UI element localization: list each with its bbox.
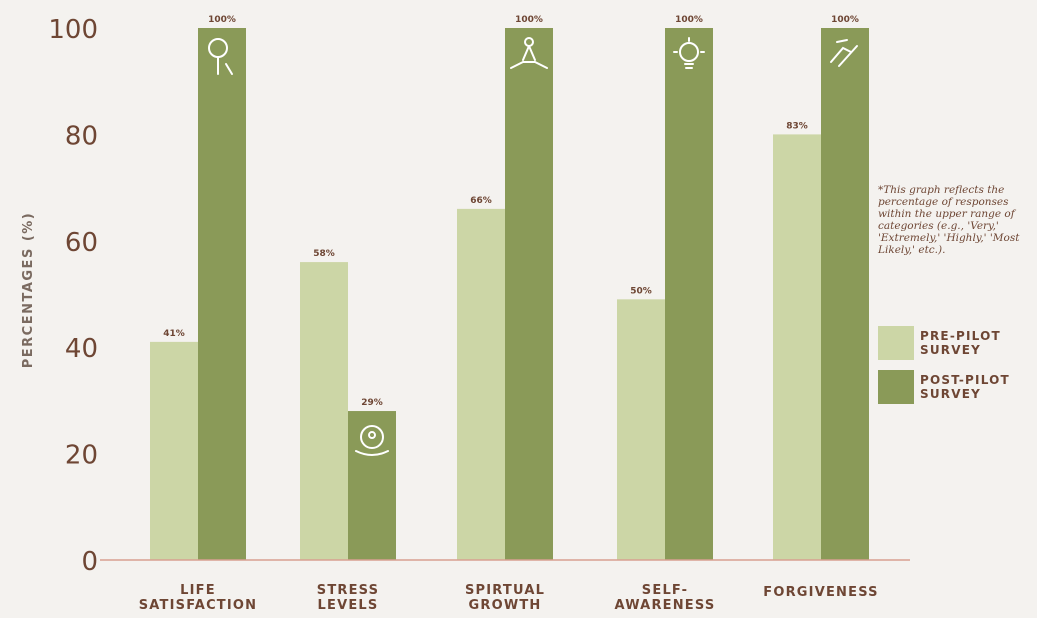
data-label: 50%: [630, 286, 652, 296]
x-category-label: SPIRTUAL: [465, 583, 545, 598]
bar: [198, 28, 246, 560]
meditation-face-icon: [355, 425, 389, 457]
bar: [773, 134, 821, 560]
bar: [457, 208, 505, 560]
data-label: 100%: [831, 15, 859, 25]
x-category-label: SATISFACTION: [139, 598, 258, 613]
legend-item-post-pilot: POST-PILOT SURVEY: [878, 370, 1010, 404]
data-label: 41%: [163, 329, 185, 339]
bar: [665, 28, 713, 560]
handshake-icon: [830, 39, 858, 67]
y-tick-label: 80: [65, 121, 98, 151]
y-tick-label: 0: [81, 547, 98, 577]
lightbulb-icon: [673, 37, 705, 69]
bar: [505, 28, 553, 560]
legend-label-pre-pilot: PRE-PILOT SURVEY: [920, 329, 1001, 357]
legend-swatch-post-pilot: [878, 370, 914, 404]
data-label: 83%: [786, 121, 808, 131]
x-category-label: SELF-: [642, 583, 688, 598]
x-category-label: AWARENESS: [615, 598, 716, 613]
x-category-label: LEVELS: [318, 598, 379, 613]
y-tick-label: 40: [65, 334, 98, 364]
legend-item-pre-pilot: PRE-PILOT SURVEY: [878, 326, 1010, 360]
y-tick-label: 20: [65, 441, 98, 471]
data-label: 100%: [515, 15, 543, 25]
bar: [617, 299, 665, 560]
data-label: 58%: [313, 249, 335, 259]
data-label: 66%: [470, 196, 492, 206]
bar: [150, 341, 198, 560]
x-category-label: STRESS: [317, 583, 379, 598]
x-category-label: GROWTH: [468, 598, 541, 613]
x-category-label: FORGIVENESS: [763, 585, 879, 600]
chart-footnote: *This graph reflects the percentage of r…: [878, 184, 1020, 256]
legend-label-post-pilot: POST-PILOT SURVEY: [920, 373, 1010, 401]
y-tick-label: 100: [48, 15, 98, 45]
bar: [348, 411, 396, 560]
x-category-label: LIFE: [180, 583, 216, 598]
meditating-person-icon: [510, 37, 548, 69]
data-label: 29%: [361, 398, 383, 408]
y-tick-label: 60: [65, 228, 98, 258]
tree-icon: [208, 38, 233, 75]
legend-swatch-pre-pilot: [878, 326, 914, 360]
bar: [821, 28, 869, 560]
bar: [300, 262, 348, 560]
data-label: 100%: [675, 15, 703, 25]
y-axis-label: PERCENTAGES (%): [21, 212, 36, 369]
data-label: 100%: [208, 15, 236, 25]
legend: PRE-PILOT SURVEY POST-PILOT SURVEY: [878, 326, 1010, 414]
